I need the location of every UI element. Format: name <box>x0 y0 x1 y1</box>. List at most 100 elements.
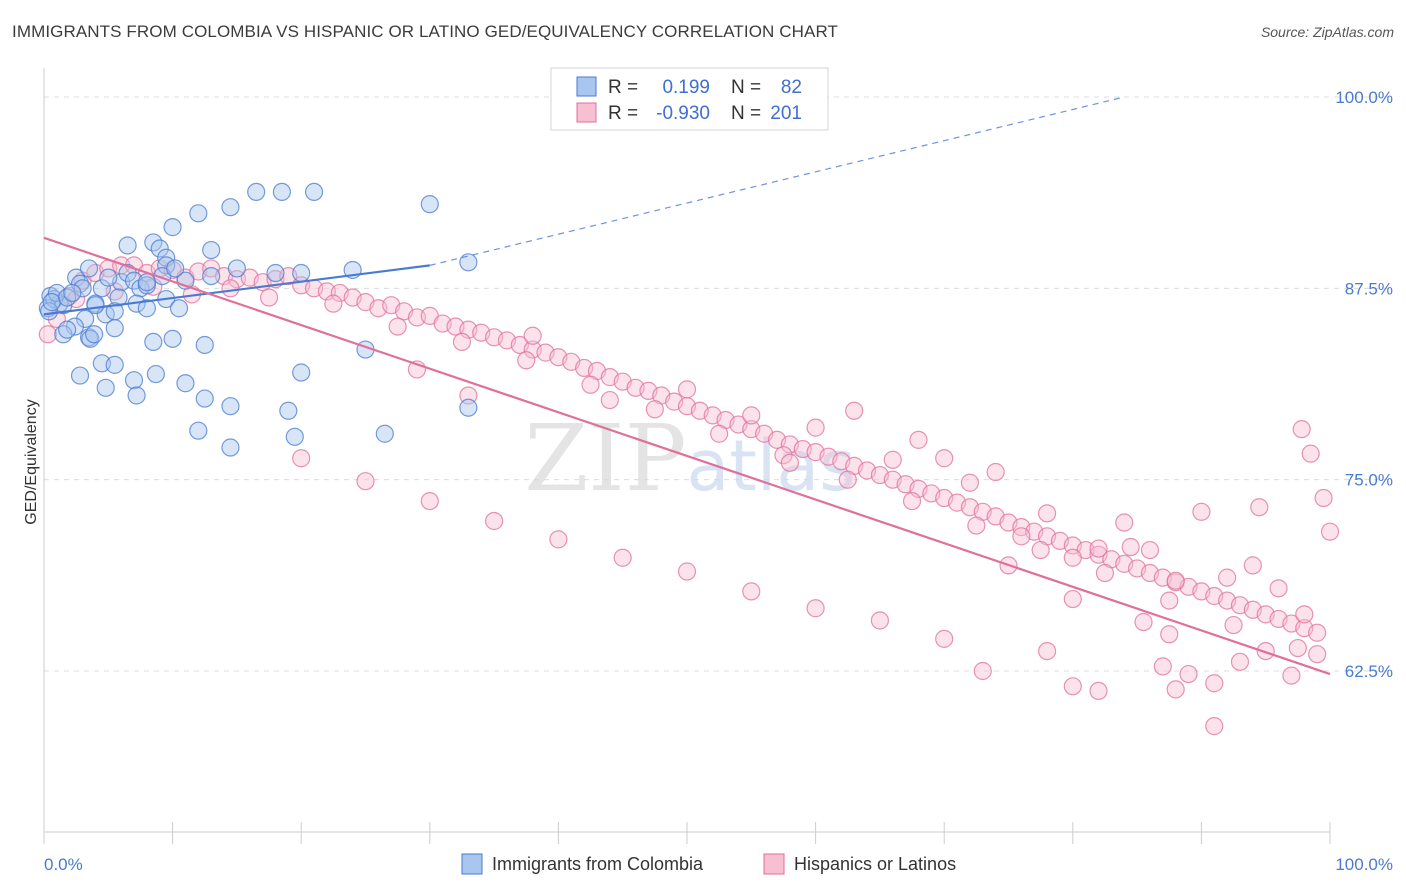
y-axis-label: GED/Equivalency <box>23 399 40 524</box>
x-tick-label-1: 100.0% <box>1335 855 1393 874</box>
hispanics-point-133 <box>935 449 954 468</box>
legend-box <box>550 67 829 131</box>
hispanics-point-146 <box>1269 579 1288 598</box>
hispanics-point-169 <box>1063 677 1082 696</box>
hispanics-point-106 <box>324 294 343 313</box>
colombia-point-64 <box>105 355 124 374</box>
legend-n-value-pink: 201 <box>770 103 802 124</box>
hispanics-point-138 <box>1063 548 1082 567</box>
hispanics-point-126 <box>677 380 697 399</box>
colombia-point-75 <box>221 438 240 457</box>
colombia-point-23 <box>137 299 156 318</box>
hispanics-point-127 <box>742 406 761 425</box>
hispanics-point-181 <box>292 449 311 468</box>
series-hispanics <box>38 256 1340 736</box>
colombia-point-36 <box>163 329 182 348</box>
y-tick-label-3: 62.5% <box>1345 662 1393 681</box>
colombia-point-39 <box>272 182 292 202</box>
x-tick-label-0: 0.0% <box>44 855 83 874</box>
colombia-point-32 <box>105 319 124 338</box>
colombia-point-12 <box>92 279 111 298</box>
hispanics-point-118 <box>1095 563 1115 583</box>
colombia-point-73 <box>279 401 298 420</box>
hispanics-point-129 <box>806 418 825 437</box>
legend-swatch-pink <box>576 102 597 123</box>
colombia-point-10 <box>79 259 99 278</box>
hispanics-point-168 <box>1153 657 1172 676</box>
hispanics-point-145 <box>1243 556 1262 575</box>
colombia-point-80 <box>86 296 105 315</box>
colombia-point-35 <box>144 332 163 352</box>
source-label: Source: ZipAtlas.com <box>1260 24 1394 40</box>
hispanics-point-164 <box>1037 642 1057 661</box>
colombia-point-60 <box>166 259 185 278</box>
colombia-point-79 <box>137 273 156 292</box>
legend-n-label-blue: N = <box>731 77 761 98</box>
hispanics-point-152 <box>1250 498 1269 517</box>
hispanics-point-151 <box>1292 420 1311 439</box>
hispanics-point-137 <box>1037 504 1057 523</box>
colombia-point-25 <box>169 299 189 318</box>
hispanics-point-147 <box>1295 605 1314 624</box>
colombia-point-45 <box>150 239 169 258</box>
colombia-point-43 <box>163 218 182 237</box>
colombia-point-50 <box>227 259 246 278</box>
hispanics-point-156 <box>1134 612 1153 632</box>
hispanics-point-119 <box>1160 591 1179 610</box>
hispanics-point-143 <box>1192 502 1211 521</box>
hispanics-point-128 <box>780 453 799 472</box>
colombia-point-38 <box>247 182 266 202</box>
colombia-point-34 <box>85 325 104 344</box>
colombia-point-21 <box>109 288 128 307</box>
hispanics-point-135 <box>986 462 1005 482</box>
axes <box>43 68 1331 844</box>
colombia-point-78 <box>285 427 304 446</box>
hispanics-point-166 <box>1166 680 1185 699</box>
hispanics-point-170 <box>973 661 992 681</box>
hispanics-point-179 <box>420 491 439 511</box>
hispanics-point-142 <box>1166 571 1185 590</box>
colombia-point-81 <box>105 302 124 321</box>
trend-line-colombia-extension <box>429 96 1125 266</box>
hispanics-point-105 <box>259 288 279 307</box>
hispanics-point-174 <box>742 582 761 601</box>
legend-r-label-pink: R = <box>608 103 638 124</box>
hispanics-point-130 <box>845 401 864 420</box>
colombia-point-7 <box>42 293 61 312</box>
legend-n-value-blue: 82 <box>781 77 802 98</box>
hispanics-point-165 <box>1089 681 1108 700</box>
legend: R = 0.199 N = 82 R = -0.930 N = 201 <box>550 67 829 131</box>
colombia-point-67 <box>70 366 90 385</box>
hispanics-point-180 <box>356 472 375 491</box>
hispanics-point-98 <box>1308 623 1327 642</box>
colombia-point-74 <box>189 421 208 440</box>
hispanics-point-109 <box>517 351 536 370</box>
hispanics-point-125 <box>600 390 619 410</box>
hispanics-point-124 <box>523 326 542 345</box>
hispanics-point-114 <box>838 470 857 489</box>
hispanics-point-144 <box>1218 568 1237 587</box>
hispanics-point-162 <box>1282 666 1301 685</box>
x-tick-labels: 0.0% 100.0% <box>44 855 1393 874</box>
trend-line-colombia <box>43 264 430 316</box>
hispanics-point-160 <box>1230 652 1250 671</box>
colombia-point-54 <box>266 263 285 283</box>
colombia-point-56 <box>202 266 221 286</box>
colombia-point-40 <box>304 182 324 202</box>
hispanics-point-115 <box>902 491 922 511</box>
hispanics-point-173 <box>806 599 825 618</box>
hispanics-point-112 <box>710 424 729 443</box>
hispanics-point-172 <box>870 611 890 630</box>
trend-lines <box>43 96 1331 676</box>
legend-n-label-pink: N = <box>731 103 761 124</box>
colombia-point-68 <box>127 386 146 405</box>
colombia-point-65 <box>146 364 165 384</box>
colombia-point-55 <box>292 263 311 283</box>
colombia-point-53 <box>459 253 478 272</box>
hispanics-point-140 <box>1115 513 1134 532</box>
colombia-point-70 <box>96 378 115 397</box>
hispanics-point-149 <box>1314 488 1333 508</box>
bottom-legend-swatch-pink <box>763 853 785 875</box>
colombia-point-27 <box>76 309 95 329</box>
hispanics-point-134 <box>960 473 980 492</box>
